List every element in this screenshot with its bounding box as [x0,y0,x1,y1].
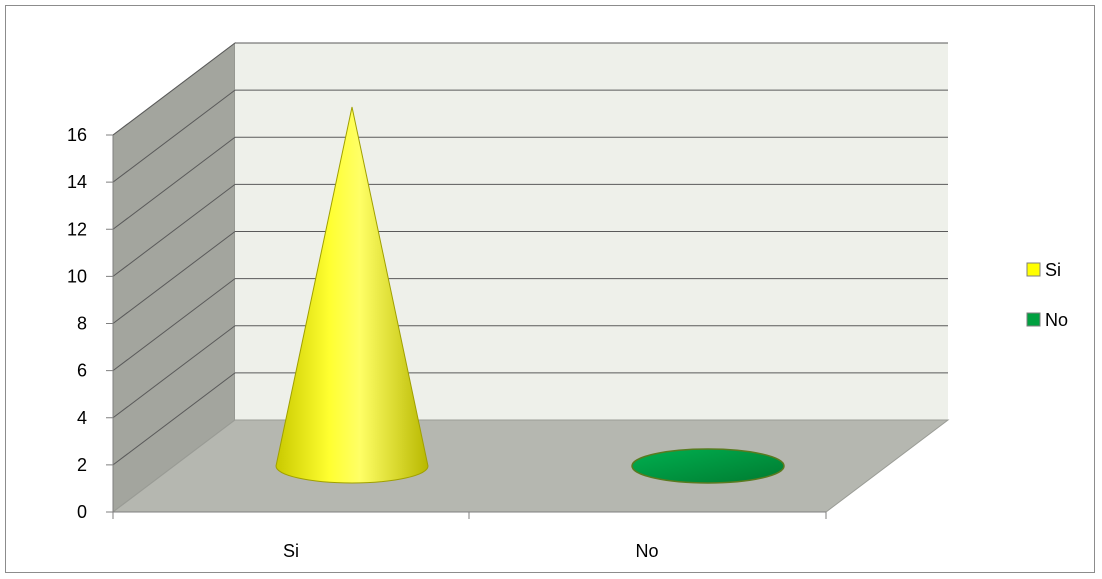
gridline-side [112,325,236,419]
cone-base-disc [631,448,785,484]
y-tick-label: 0 [77,502,87,522]
gridline-side [112,278,236,372]
x-tick-label-no: No [635,541,658,561]
legend-label-no: No [1045,310,1068,330]
y-tick-label: 6 [77,361,87,381]
cone-body [275,106,429,484]
legend-swatch-si [1026,262,1041,277]
gridline-side [112,183,236,277]
y-tick-label: 16 [67,125,87,145]
y-tick-label: 10 [67,266,87,286]
y-tick-labels: 0 2 4 6 8 10 12 14 16 [67,125,113,522]
data-marks [275,106,785,484]
gridline-side [112,136,236,230]
gridline-side [112,372,236,466]
gridline-side [112,231,236,324]
gridline-side [112,89,236,183]
x-tick-labels: Si No [283,541,659,561]
y-tick-label: 2 [77,455,87,475]
legend: Si No [1026,260,1068,330]
legend-swatch-no [1026,312,1041,327]
y-tick-label: 12 [67,219,87,239]
gridline-side [112,42,236,136]
y-tick-label: 8 [77,314,87,334]
cone-si [275,106,429,484]
cone-no [631,448,785,484]
y-tick-label: 14 [67,172,87,192]
legend-label-si: Si [1045,260,1061,280]
y-tick-label: 4 [77,408,87,428]
floor [111,419,950,513]
x-tick-label-si: Si [283,541,299,561]
